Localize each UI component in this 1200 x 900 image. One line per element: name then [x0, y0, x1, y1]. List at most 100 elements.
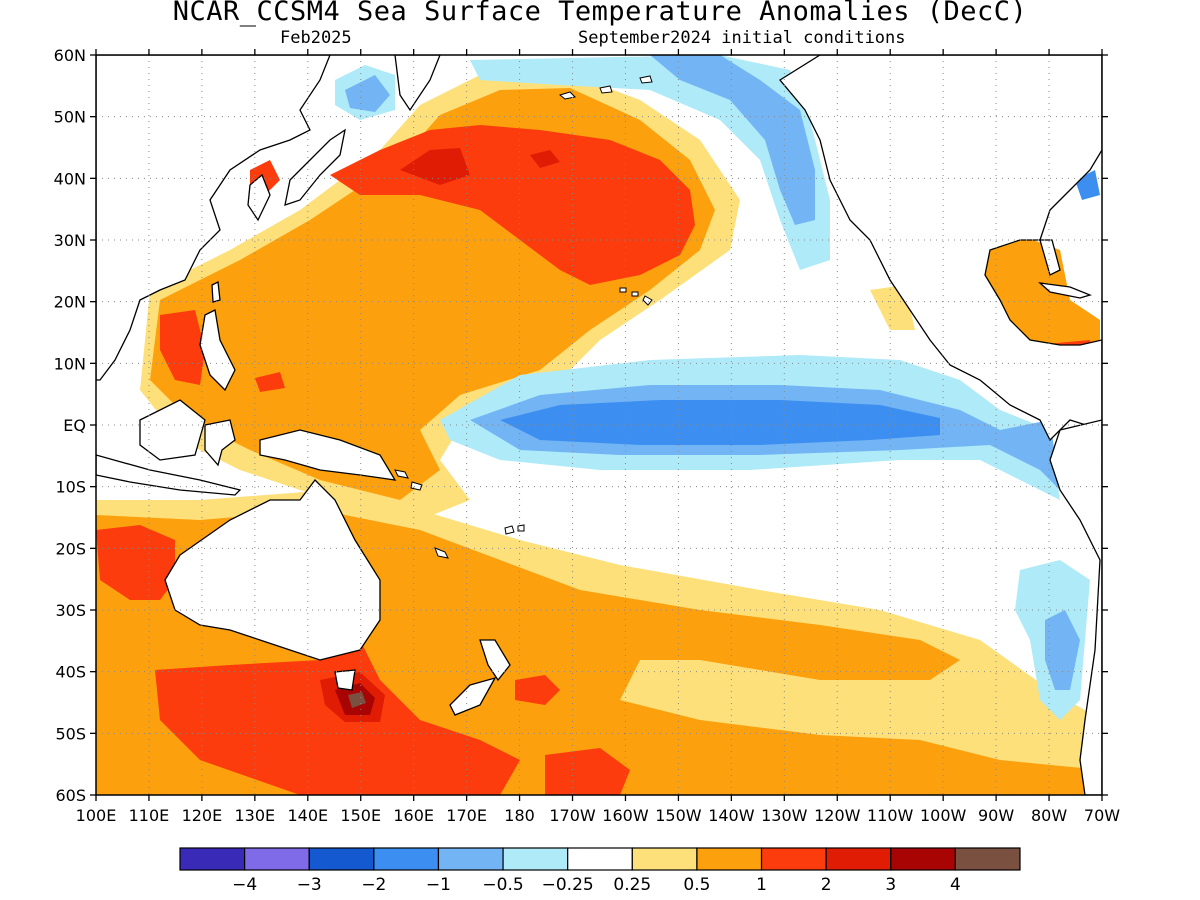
colorbar-label: 2: [821, 875, 832, 895]
land-hawaii: [619, 287, 653, 306]
lat-tick-label: 10S: [55, 478, 86, 497]
land-java: [96, 454, 242, 496]
colorbar-swatch: [760, 847, 827, 871]
land-florida: [1039, 239, 1061, 276]
land-new-zealand-north: [479, 639, 511, 682]
land-taiwan: [211, 281, 221, 303]
land-australia: [164, 479, 381, 661]
lon-tick-label: 180: [504, 806, 535, 825]
forecast-month: Feb2025: [280, 28, 352, 48]
anomaly-region-cold-tongue-core: [500, 400, 940, 445]
land-north-america: [779, 55, 1102, 442]
land-new-caledonia: [434, 547, 449, 559]
lat-tick-label: 60N: [54, 46, 86, 65]
colorbar-swatch: [890, 847, 956, 871]
lon-tick-label: 70W: [1084, 806, 1120, 825]
lon-tick-label: 90W: [978, 806, 1014, 825]
lon-tick-label: 120E: [182, 806, 223, 825]
colorbar-swatch: [631, 847, 698, 871]
anomaly-region-bering-blue: [345, 75, 390, 112]
lon-tick-label: 130W: [761, 806, 808, 825]
anomaly-region-warm-pool-red: [255, 372, 285, 392]
lat-tick-label: 30N: [54, 231, 86, 250]
anomaly-region-sw-pacific-red: [545, 748, 630, 795]
colorbar-label: −3: [297, 875, 322, 895]
lon-tick-label: 140E: [287, 806, 328, 825]
lon-tick-label: 170E: [446, 806, 487, 825]
lat-tick-label: 20S: [55, 539, 86, 558]
colorbar-swatch: [696, 847, 763, 871]
colorbar: −4 −3 −2 −1 −0.5 −0.25 0.25 0.5 1 2 3 4: [179, 847, 1021, 895]
colorbar-label: −2: [361, 875, 386, 895]
anomaly-region-alaska-blue: [650, 55, 815, 225]
anomaly-region-gulf-mexico: [955, 235, 1100, 365]
lon-tick-label: 160W: [602, 806, 649, 825]
colorbar-swatch: [308, 847, 375, 871]
land-new-zealand-south: [449, 676, 497, 716]
lat-tick-label: 10N: [54, 354, 86, 373]
land-new-guinea: [259, 429, 397, 481]
land-solomons: [394, 469, 423, 491]
colorbar-swatch: [437, 847, 504, 871]
lat-tick-label: 50N: [54, 108, 86, 127]
anomaly-region-west-australia-red: [96, 525, 175, 600]
anomaly-region-tasman-brown: [348, 692, 366, 708]
land-south-america: [1049, 419, 1102, 795]
land-asia: [96, 55, 331, 381]
land-kamchatka: [394, 55, 441, 112]
anomaly-region-chile-blue: [1045, 610, 1080, 690]
land-borneo: [139, 399, 206, 461]
colorbar-label: −0.5: [482, 875, 523, 895]
colorbar-label: −4: [232, 875, 257, 895]
lat-tick-label: 60S: [55, 786, 86, 805]
colorbar-swatch: [825, 847, 892, 871]
lat-tick-label: 40N: [54, 169, 86, 188]
lon-tick-label: 140W: [708, 806, 755, 825]
colorbar-swatch: [373, 847, 440, 871]
lon-tick-label: 150E: [340, 806, 381, 825]
lon-tick-label: 170W: [549, 806, 596, 825]
colorbar-label: 0.5: [683, 875, 710, 895]
land-korea: [247, 173, 271, 222]
colorbar-swatch: [244, 847, 310, 871]
lon-tick-label: 160E: [393, 806, 434, 825]
colorbar-label: −1: [426, 875, 451, 895]
land-japan: [284, 128, 346, 206]
lat-tick-label: 20N: [54, 293, 86, 312]
lon-tick-label: 80W: [1031, 806, 1067, 825]
colorbar-label: 3: [885, 875, 896, 895]
land-tasmania: [334, 669, 356, 691]
colorbar-label: 0.25: [613, 875, 651, 895]
lon-tick-label: 110W: [867, 806, 914, 825]
colorbar-swatch: [502, 847, 569, 871]
land-aleutians: [558, 75, 653, 100]
land-outlines: [96, 55, 1102, 795]
latitude-axis: 60N 50N 40N 30N 20N 10N EQ 10S 20S 30S 40S 50S 60S: [54, 46, 1108, 805]
colorbar-swatch: [179, 847, 246, 871]
colorbar-label: 4: [950, 875, 961, 895]
colorbar-swatch: [954, 847, 1021, 871]
land-cuba: [1038, 282, 1092, 299]
lon-tick-label: 150W: [655, 806, 702, 825]
anomaly-region-north-pacific-darkred-2: [530, 150, 560, 168]
anomaly-region-tasman-red: [155, 640, 520, 795]
colorbar-label: −0.25: [542, 875, 594, 895]
land-fiji: [504, 524, 525, 535]
initial-conditions: September2024 initial conditions: [578, 28, 906, 48]
anomaly-region-north-pacific-darkred: [400, 148, 470, 185]
lat-tick-label: EQ: [63, 416, 86, 435]
map-title: NCAR_CCSM4 Sea Surface Temperature Anoma…: [172, 0, 1028, 27]
anomaly-region-nz-red: [515, 675, 560, 705]
lon-tick-label: 130E: [235, 806, 276, 825]
colorbar-swatch: [567, 847, 633, 871]
lat-tick-label: 30S: [55, 601, 86, 620]
lon-tick-label: 120W: [814, 806, 861, 825]
anomaly-region-philippines: [160, 310, 205, 385]
lat-tick-label: 50S: [55, 724, 86, 743]
land-sulawesi: [204, 419, 236, 467]
colorbar-label: 1: [756, 875, 767, 895]
lon-tick-label: 110E: [129, 806, 170, 825]
lat-tick-label: 40S: [55, 663, 86, 682]
lon-tick-label: 100W: [920, 806, 967, 825]
